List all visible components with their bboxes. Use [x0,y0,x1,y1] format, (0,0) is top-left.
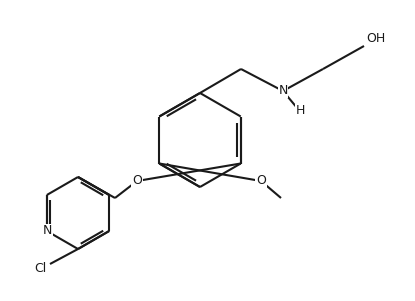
Text: Cl: Cl [34,262,46,275]
Text: H: H [295,104,305,117]
Text: N: N [278,85,288,98]
Text: O: O [132,175,142,188]
Text: N: N [43,225,53,237]
Text: OH: OH [366,33,386,45]
Text: O: O [256,175,266,188]
